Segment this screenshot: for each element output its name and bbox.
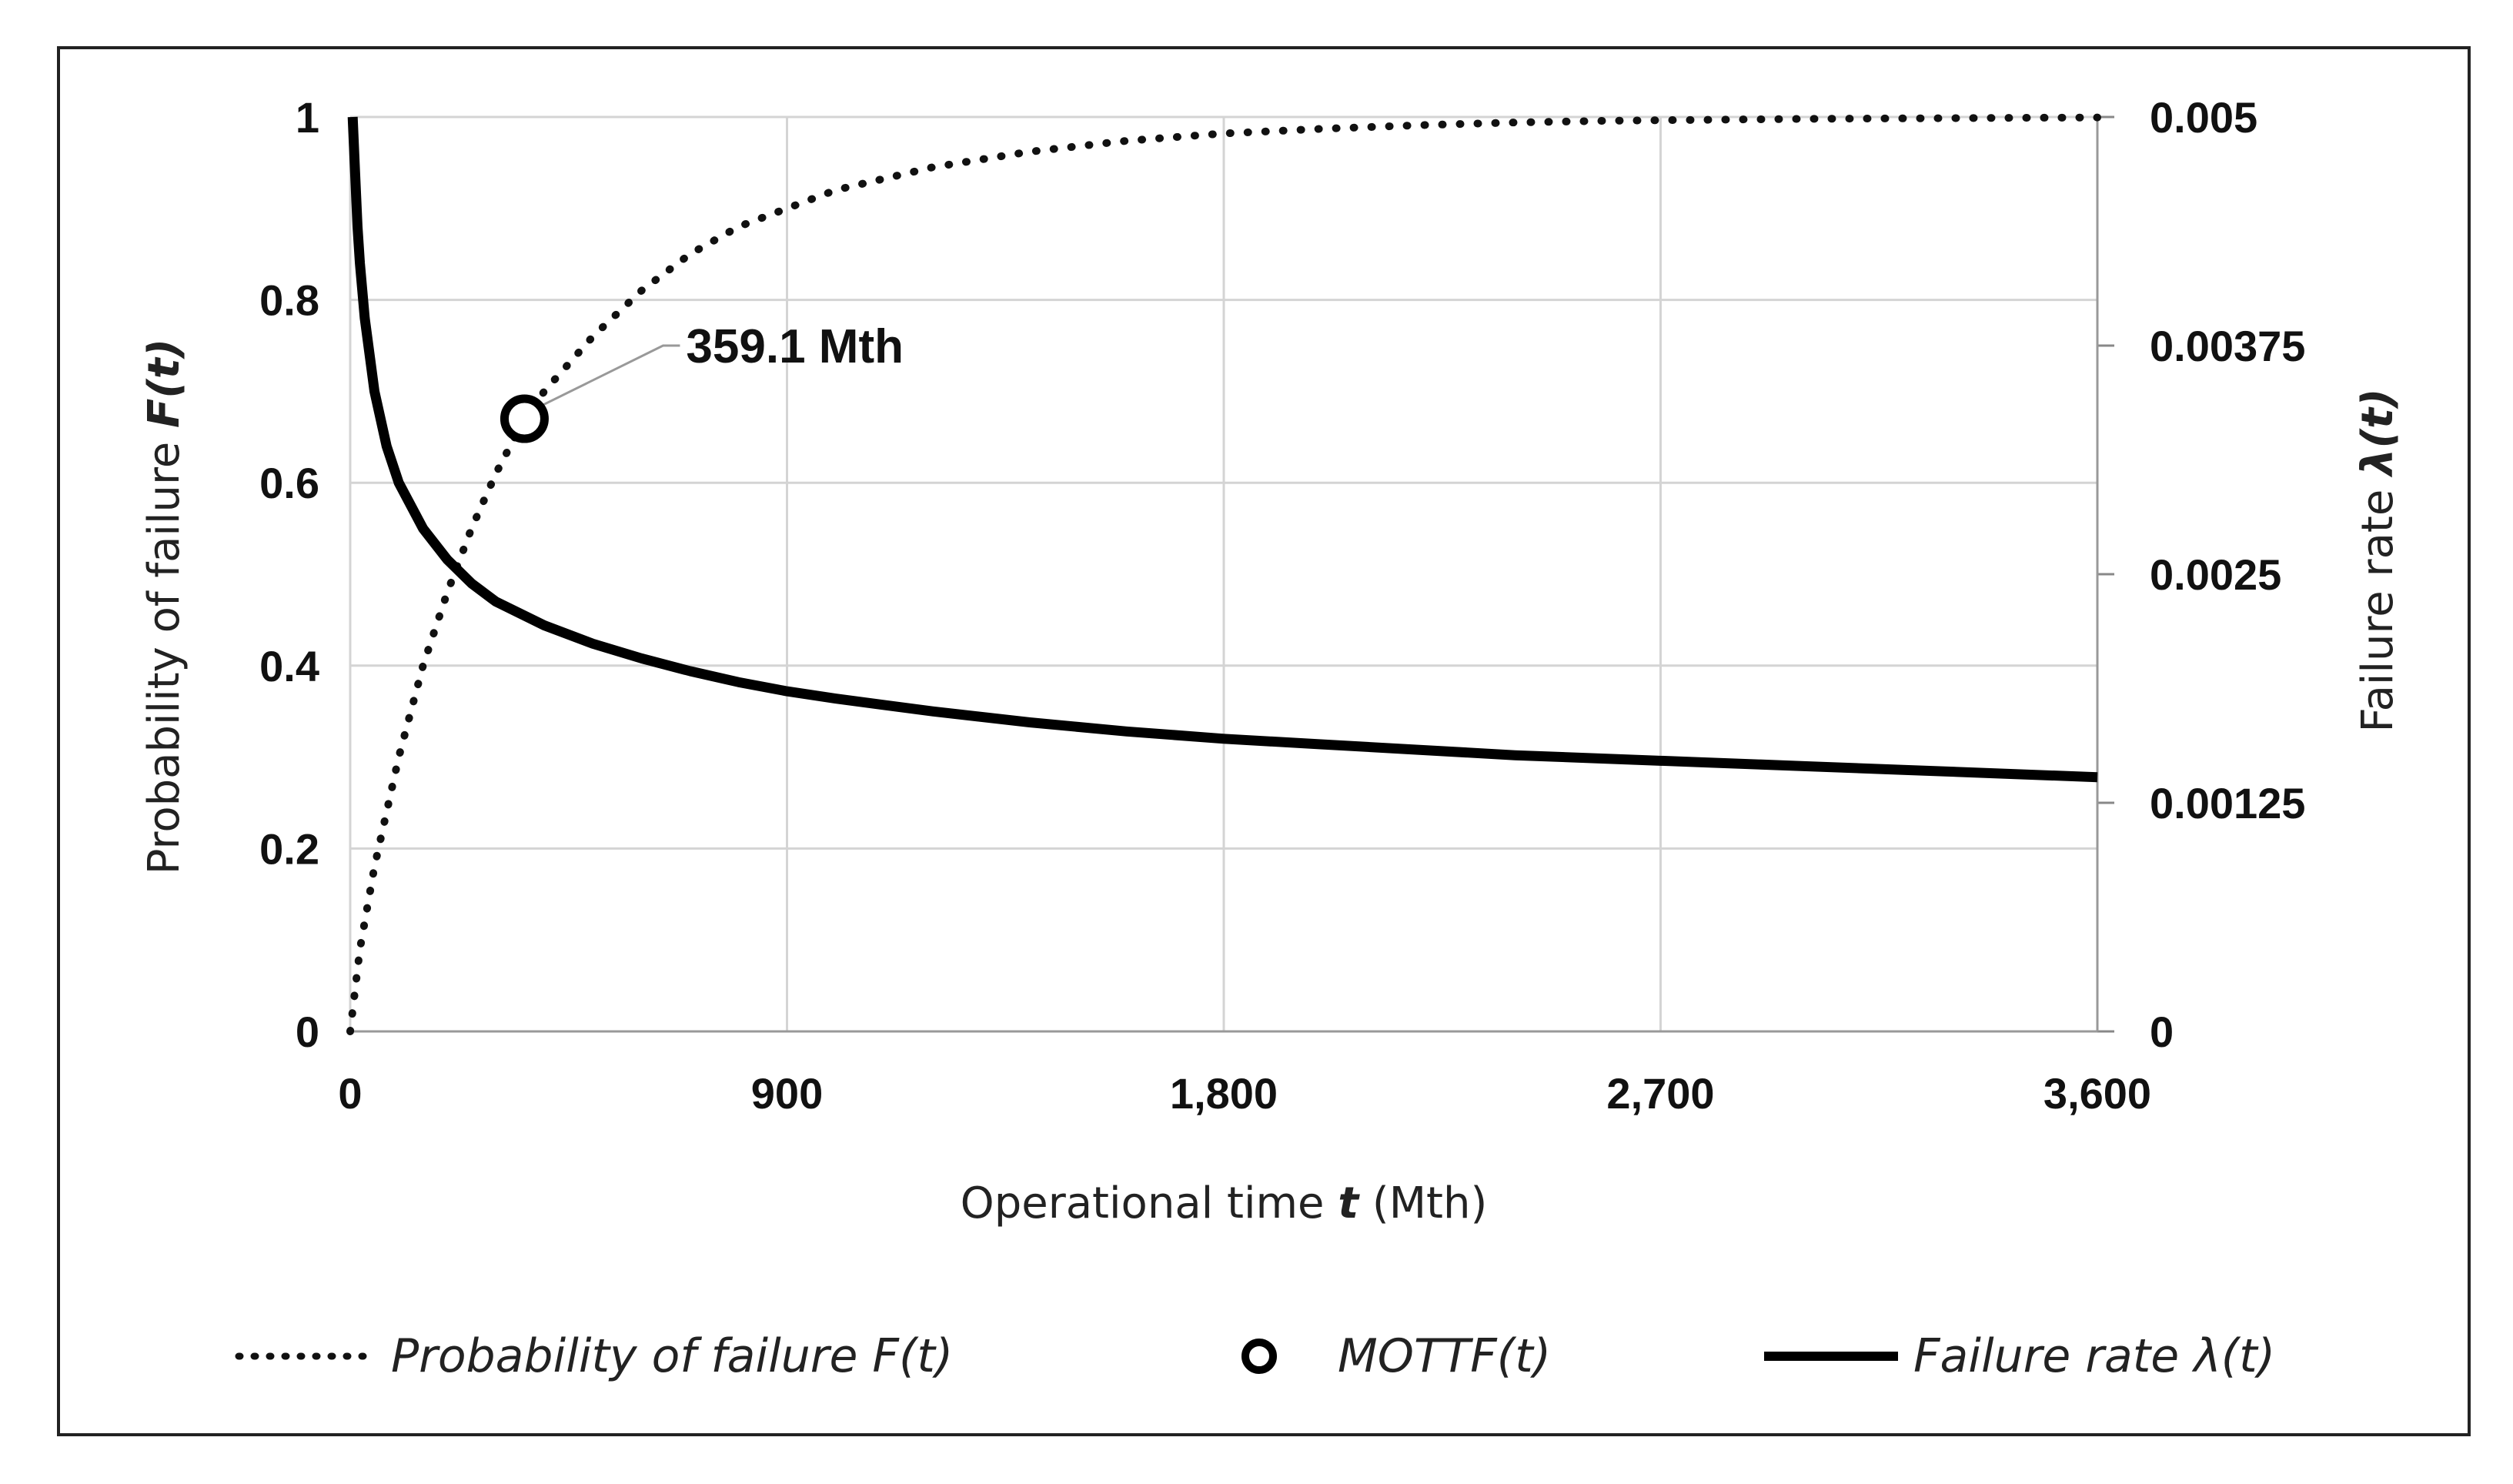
y-right-tick-label: 0 [2150,1008,2174,1056]
x-tick-label: 1,800 [1170,1069,1278,1118]
legend-swatch-circle [1241,1339,1277,1374]
marker-layer: 359.1 Mth [500,320,904,443]
series-layer [346,113,2101,1035]
y-left-tick-label: 0.2 [259,824,319,873]
mottf-leader-line [539,344,680,408]
legend-label-failure-rate: Failure rate λ(t) [1913,1329,2275,1383]
x-axis-title: Operational time t (Mth) [961,1178,1488,1228]
legend: Probability of failure F(t) MOTTF(t) Fai… [235,1329,2275,1383]
series-line-failure-rate [347,116,2098,783]
y-right-tick-label: 0.00375 [2150,322,2305,370]
y-right-axis-title: Failure rate λ(t) [2353,389,2403,733]
y-left-tick-label: 0.4 [259,642,319,690]
y-left-tick-label: 0.6 [259,459,319,507]
y-right-tick-label: 0.005 [2150,93,2257,142]
x-tick-label: 3,600 [2043,1069,2151,1118]
legend-label-mottf: MOTTF(t) [1338,1329,1551,1383]
mottf-marker [500,394,549,443]
mottf-annotation-label: 359.1 Mth [686,320,904,373]
axes: 0 0.2 0.4 0.6 0.8 1 0 900 1,800 2,700 3,600 0 0.0012… [259,93,2305,1118]
y-left-tick-label: 0 [296,1008,319,1056]
x-tick-label: 2,700 [1606,1069,1714,1118]
series-line-probability-of-failure [346,113,2101,1035]
y-left-tick-label: 1 [296,93,319,142]
y-right-tick-label: 0.0025 [2150,550,2281,599]
y-right-tick-label: 0.00125 [2150,779,2305,827]
x-tick-label: 900 [751,1069,823,1118]
y-left-axis-title: Probability of failure F(t) [139,339,189,875]
y-left-tick-label: 0.8 [259,276,319,325]
x-tick-label: 0 [338,1069,362,1118]
legend-label-probability: Probability of failure F(t) [391,1329,953,1383]
